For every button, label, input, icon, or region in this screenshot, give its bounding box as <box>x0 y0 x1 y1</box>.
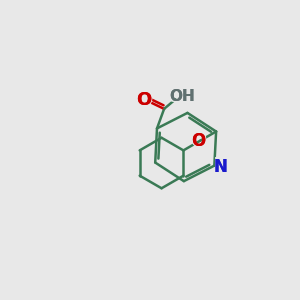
Text: OH: OH <box>166 86 198 106</box>
Text: O: O <box>136 91 152 109</box>
Text: O: O <box>135 88 154 112</box>
Text: OH: OH <box>169 89 195 104</box>
Text: O: O <box>136 91 152 109</box>
Text: O: O <box>190 131 207 151</box>
Text: N: N <box>214 158 228 176</box>
Text: O: O <box>192 132 206 150</box>
Text: N: N <box>214 158 228 176</box>
Text: O: O <box>192 132 206 150</box>
Text: OH: OH <box>169 89 195 104</box>
Text: N: N <box>213 157 229 177</box>
